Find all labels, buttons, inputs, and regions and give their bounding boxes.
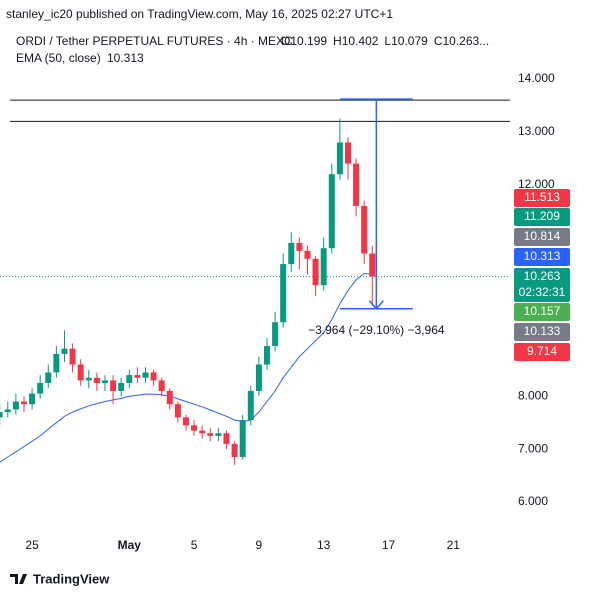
price-tag bbox=[514, 343, 570, 361]
candle-body bbox=[85, 377, 92, 381]
price-tag-label: 10.814 bbox=[524, 229, 561, 243]
candle-body bbox=[320, 248, 327, 286]
candle-body bbox=[255, 364, 262, 391]
candle-body bbox=[45, 372, 52, 384]
candle-body bbox=[150, 372, 157, 381]
candle-body bbox=[12, 401, 19, 410]
candle-body bbox=[158, 380, 165, 391]
indicator-value: 10.313 bbox=[107, 51, 144, 65]
ohlc-value: 10.263... bbox=[442, 34, 489, 48]
measure-label: −3.964 (−29.10%) −3,964 bbox=[308, 323, 445, 337]
indicator-name: EMA (50, close) bbox=[16, 51, 101, 65]
candle-body bbox=[101, 380, 108, 384]
candle-body bbox=[0, 412, 3, 418]
candle-body bbox=[312, 258, 319, 286]
candle-body bbox=[199, 430, 206, 434]
ohlc-key: O bbox=[281, 34, 290, 48]
candle-body bbox=[296, 242, 303, 251]
x-tick-label: 13 bbox=[317, 538, 331, 552]
ohlc-value: 10.402 bbox=[342, 34, 379, 48]
footer-brand: TradingView bbox=[33, 571, 110, 586]
candle-body bbox=[174, 404, 181, 418]
y-tick-label: 12.000 bbox=[518, 177, 555, 191]
candle-body bbox=[369, 253, 376, 277]
x-tick-label: 25 bbox=[25, 538, 39, 552]
candle-body bbox=[239, 420, 246, 458]
candle-body bbox=[215, 433, 222, 436]
price-tag bbox=[514, 228, 570, 246]
candle-body bbox=[304, 250, 311, 259]
price-tag bbox=[514, 208, 570, 226]
candle-body bbox=[69, 348, 76, 365]
candle-body bbox=[61, 348, 68, 354]
candle-body bbox=[134, 375, 141, 378]
price-tag-label: 10.263 bbox=[524, 269, 561, 283]
x-tick-label: 21 bbox=[447, 538, 461, 552]
ohlc-value: 10.199 bbox=[290, 34, 327, 48]
x-tick-label: 9 bbox=[256, 538, 263, 552]
candle-body bbox=[110, 380, 117, 391]
price-tag bbox=[514, 268, 570, 302]
candle-body bbox=[288, 242, 295, 265]
price-tag bbox=[514, 303, 570, 321]
price-tag bbox=[514, 323, 570, 341]
x-tick-label: 17 bbox=[382, 538, 396, 552]
measure-arrowhead bbox=[368, 300, 384, 310]
candle-body bbox=[280, 264, 287, 323]
price-tag-countdown: 02:32:31 bbox=[519, 285, 566, 299]
candle-body bbox=[53, 353, 60, 373]
candle-body bbox=[20, 401, 27, 405]
price-tag-label: 10.313 bbox=[524, 249, 561, 263]
candle-body bbox=[247, 390, 254, 421]
y-tick-label: 14.000 bbox=[518, 71, 555, 85]
ohlc-value: 10.079 bbox=[391, 34, 428, 48]
candle-body bbox=[29, 393, 36, 405]
candle-body bbox=[191, 425, 198, 431]
candle-body bbox=[126, 375, 133, 384]
ohlc-key: H bbox=[333, 34, 342, 48]
candle-body bbox=[344, 142, 351, 164]
candle-body bbox=[207, 433, 214, 436]
candle-body bbox=[263, 346, 270, 365]
candle-body bbox=[328, 174, 335, 249]
candle-body bbox=[37, 383, 44, 394]
candle-body bbox=[223, 433, 230, 444]
price-tag-label: 9.714 bbox=[527, 344, 557, 358]
published-note: stanley_ic20 published on TradingView.co… bbox=[6, 7, 393, 21]
candle-body bbox=[118, 383, 125, 391]
candle-body bbox=[182, 417, 189, 426]
candle-body bbox=[166, 390, 173, 405]
price-tag-label: 11.209 bbox=[524, 209, 560, 223]
symbol: ORDI / Tether PERPETUAL FUTURES · 4h · M… bbox=[16, 34, 293, 48]
price-tag bbox=[514, 189, 570, 207]
logo bbox=[10, 574, 27, 584]
price-tag-label: 10.133 bbox=[524, 324, 561, 338]
candle-body bbox=[4, 409, 11, 413]
price-tag-label: 10.157 bbox=[524, 304, 561, 318]
candle-body bbox=[361, 205, 368, 254]
y-tick-label: 8.000 bbox=[518, 388, 548, 402]
candle-body bbox=[231, 443, 238, 458]
y-tick-label: 7.000 bbox=[518, 441, 548, 455]
x-tick-label: 5 bbox=[191, 538, 198, 552]
ema-line bbox=[0, 273, 373, 463]
candle-body bbox=[142, 372, 149, 378]
price-tag bbox=[514, 248, 570, 266]
candle-body bbox=[272, 322, 279, 347]
x-tick-label: May bbox=[118, 538, 142, 552]
y-tick-label: 6.000 bbox=[518, 494, 548, 508]
candle-body bbox=[77, 364, 84, 381]
y-tick-label: 13.000 bbox=[518, 124, 555, 138]
ohlc-key: L bbox=[384, 34, 391, 48]
candle-body bbox=[336, 142, 343, 175]
candle-body bbox=[353, 163, 360, 206]
ohlc-key: C bbox=[434, 34, 443, 48]
price-tag-label: 11.513 bbox=[524, 190, 560, 204]
candle-body bbox=[93, 377, 100, 384]
